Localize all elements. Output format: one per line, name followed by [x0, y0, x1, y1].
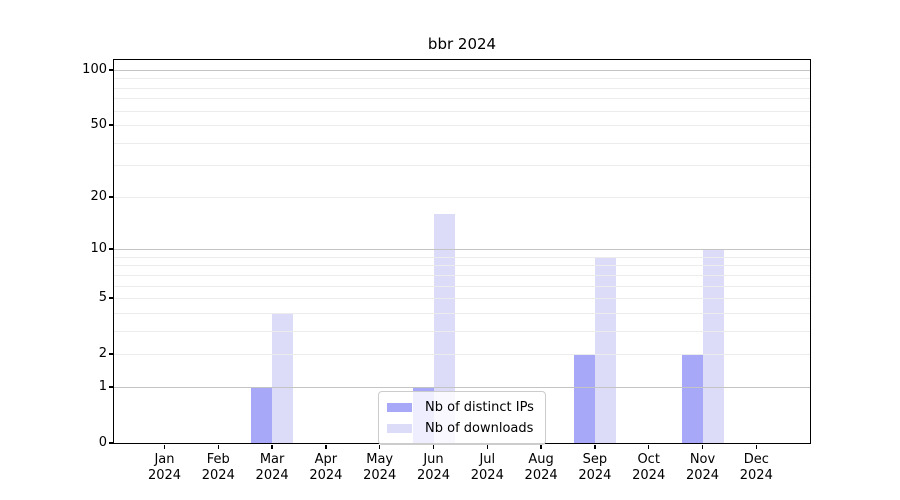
x-tick-label-mar: Mar 2024: [255, 452, 289, 483]
gridline-major-10: [114, 249, 810, 251]
x-tick-label-sep: Sep 2024: [578, 452, 612, 483]
legend-item-downloads: Nb of downloads: [387, 418, 537, 439]
gridline-minor-20: [114, 196, 810, 198]
x-tick-oct: [647, 444, 650, 449]
bar-distinct-ips-sep: [573, 354, 595, 443]
legend-swatch-downloads: [387, 424, 412, 433]
x-tick-label-dec: Dec 2024: [739, 452, 773, 483]
x-tick-label-jun: Jun 2024: [416, 452, 451, 483]
y-tick-label-0: 0: [98, 435, 107, 450]
gridline-minor-40: [114, 142, 810, 144]
x-tick-nov: [701, 444, 704, 449]
y-tick-0: [108, 442, 113, 444]
y-tick-2: [108, 353, 113, 355]
y-tick-50: [108, 124, 113, 126]
gridline-minor-60: [114, 110, 810, 112]
plot-area: [114, 60, 810, 443]
x-tick-may: [378, 444, 381, 449]
gridline-minor-2: [114, 354, 810, 356]
x-tick-jan: [163, 444, 166, 449]
x-tick-aug: [540, 444, 542, 449]
y-tick-label-50: 50: [90, 117, 107, 133]
y-tick-10: [108, 248, 113, 250]
gridline-minor-30: [114, 165, 810, 167]
x-tick-mar: [271, 444, 273, 449]
y-tick-label-100: 100: [82, 61, 107, 77]
gridline-minor-4: [114, 312, 810, 314]
gridline-minor-8: [114, 265, 810, 267]
y-tick-100: [108, 69, 113, 71]
y-tick-label-20: 20: [90, 188, 107, 204]
bar-downloads-sep: [594, 256, 616, 443]
x-tick-label-may: May 2024: [363, 452, 397, 483]
y-tick-1: [108, 386, 113, 388]
gridline-minor-90: [114, 78, 810, 80]
x-tick-jul: [486, 444, 489, 449]
y-tick-label-2: 2: [98, 346, 107, 362]
y-tick-20: [108, 196, 113, 198]
x-tick-sep: [594, 444, 596, 449]
bar-downloads-nov: [702, 249, 724, 443]
gridline-minor-6: [114, 285, 810, 287]
gridline-major-1: [114, 386, 810, 388]
chart-title: bbr 2024: [427, 35, 497, 53]
bar-downloads-jun: [433, 213, 455, 443]
x-tick-label-nov: Nov 2024: [685, 452, 720, 483]
x-tick-feb: [217, 444, 220, 449]
x-tick-label-feb: Feb 2024: [201, 452, 235, 483]
x-tick-jun: [432, 444, 435, 449]
x-tick-apr: [325, 444, 327, 449]
y-tick-label-10: 10: [90, 241, 107, 257]
bar-distinct-ips-nov: [681, 354, 703, 443]
x-tick-label-apr: Apr 2024: [309, 452, 343, 483]
legend-item-distinct-ips: Nb of distinct IPs: [387, 397, 537, 418]
gridline-minor-9: [114, 256, 810, 258]
x-tick-dec: [755, 444, 758, 449]
legend-label-distinct-ips: Nb of distinct IPs: [425, 399, 534, 415]
x-tick-label-jan: Jan 2024: [147, 452, 182, 483]
x-tick-label-jul: Jul 2024: [470, 452, 504, 483]
gridline-minor-80: [114, 87, 810, 89]
gridline-major-100: [114, 69, 810, 71]
gridline-minor-3: [114, 330, 810, 332]
legend-swatch-distinct-ips: [387, 403, 412, 412]
gridline-minor-70: [114, 98, 810, 100]
legend-label-downloads: Nb of downloads: [425, 420, 534, 436]
y-tick-label-5: 5: [98, 290, 107, 306]
y-tick-5: [108, 297, 113, 299]
x-tick-label-aug: Aug 2024: [524, 452, 558, 483]
x-tick-label-oct: Oct 2024: [632, 452, 666, 483]
bar-distinct-ips-mar: [251, 386, 273, 443]
gridline-minor-7: [114, 274, 810, 276]
y-tick-label-1: 1: [98, 378, 107, 394]
gridline-minor-50: [114, 125, 810, 127]
legend: Nb of distinct IPs Nb of downloads: [378, 391, 546, 445]
gridline-minor-5: [114, 298, 810, 300]
bar-downloads-mar: [272, 312, 294, 443]
